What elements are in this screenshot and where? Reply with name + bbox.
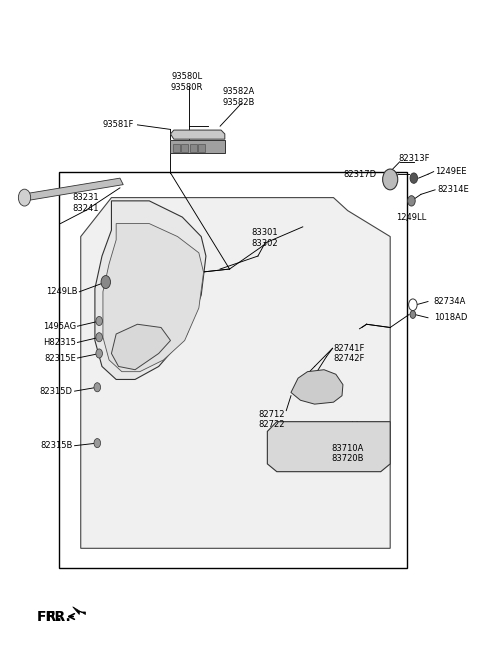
Text: 93580L
93580R: 93580L 93580R — [171, 72, 203, 92]
Polygon shape — [72, 607, 85, 614]
Text: 83710A
83720B: 83710A 83720B — [331, 444, 364, 463]
Text: 82317D: 82317D — [343, 170, 376, 179]
Circle shape — [96, 349, 102, 358]
Polygon shape — [170, 140, 225, 153]
Bar — [190, 144, 197, 152]
Text: 82741F
82742F: 82741F 82742F — [334, 344, 365, 363]
Text: H82315: H82315 — [43, 338, 76, 347]
Text: 83301
83302: 83301 83302 — [252, 228, 278, 248]
Text: 1495AG: 1495AG — [43, 322, 76, 331]
Polygon shape — [81, 198, 390, 548]
Circle shape — [410, 310, 416, 318]
Text: FR.: FR. — [46, 610, 72, 624]
Text: 83231
83241: 83231 83241 — [72, 193, 99, 212]
Text: 82313F: 82313F — [398, 154, 430, 163]
Polygon shape — [95, 201, 206, 379]
Text: 93581F: 93581F — [103, 121, 134, 130]
Circle shape — [94, 439, 101, 447]
Bar — [60, 172, 407, 568]
Bar — [173, 144, 180, 152]
Polygon shape — [22, 178, 123, 201]
Text: 1249LB: 1249LB — [46, 288, 77, 296]
Circle shape — [94, 383, 101, 392]
Polygon shape — [267, 422, 390, 472]
Circle shape — [410, 173, 418, 183]
Circle shape — [383, 169, 398, 190]
Text: 1249EE: 1249EE — [435, 167, 467, 176]
Text: 82315E: 82315E — [44, 354, 76, 362]
Polygon shape — [291, 369, 343, 404]
Text: 1018AD: 1018AD — [433, 313, 467, 322]
Bar — [181, 144, 189, 152]
Text: 82734A: 82734A — [433, 297, 466, 306]
Circle shape — [101, 276, 110, 289]
Polygon shape — [103, 223, 204, 371]
Circle shape — [408, 299, 417, 310]
Text: 82315B: 82315B — [40, 441, 72, 450]
Text: FR.: FR. — [37, 610, 62, 624]
Bar — [198, 144, 205, 152]
Text: 1249LL: 1249LL — [396, 213, 427, 221]
Circle shape — [96, 333, 102, 342]
Text: 93582A
93582B: 93582A 93582B — [223, 87, 255, 107]
Circle shape — [408, 196, 415, 206]
Polygon shape — [111, 324, 170, 369]
Text: 82712
82722: 82712 82722 — [258, 410, 284, 430]
Circle shape — [96, 316, 102, 326]
Text: 82315D: 82315D — [40, 386, 72, 396]
Polygon shape — [170, 130, 225, 139]
Text: 82314E: 82314E — [437, 185, 469, 195]
Circle shape — [18, 189, 31, 206]
